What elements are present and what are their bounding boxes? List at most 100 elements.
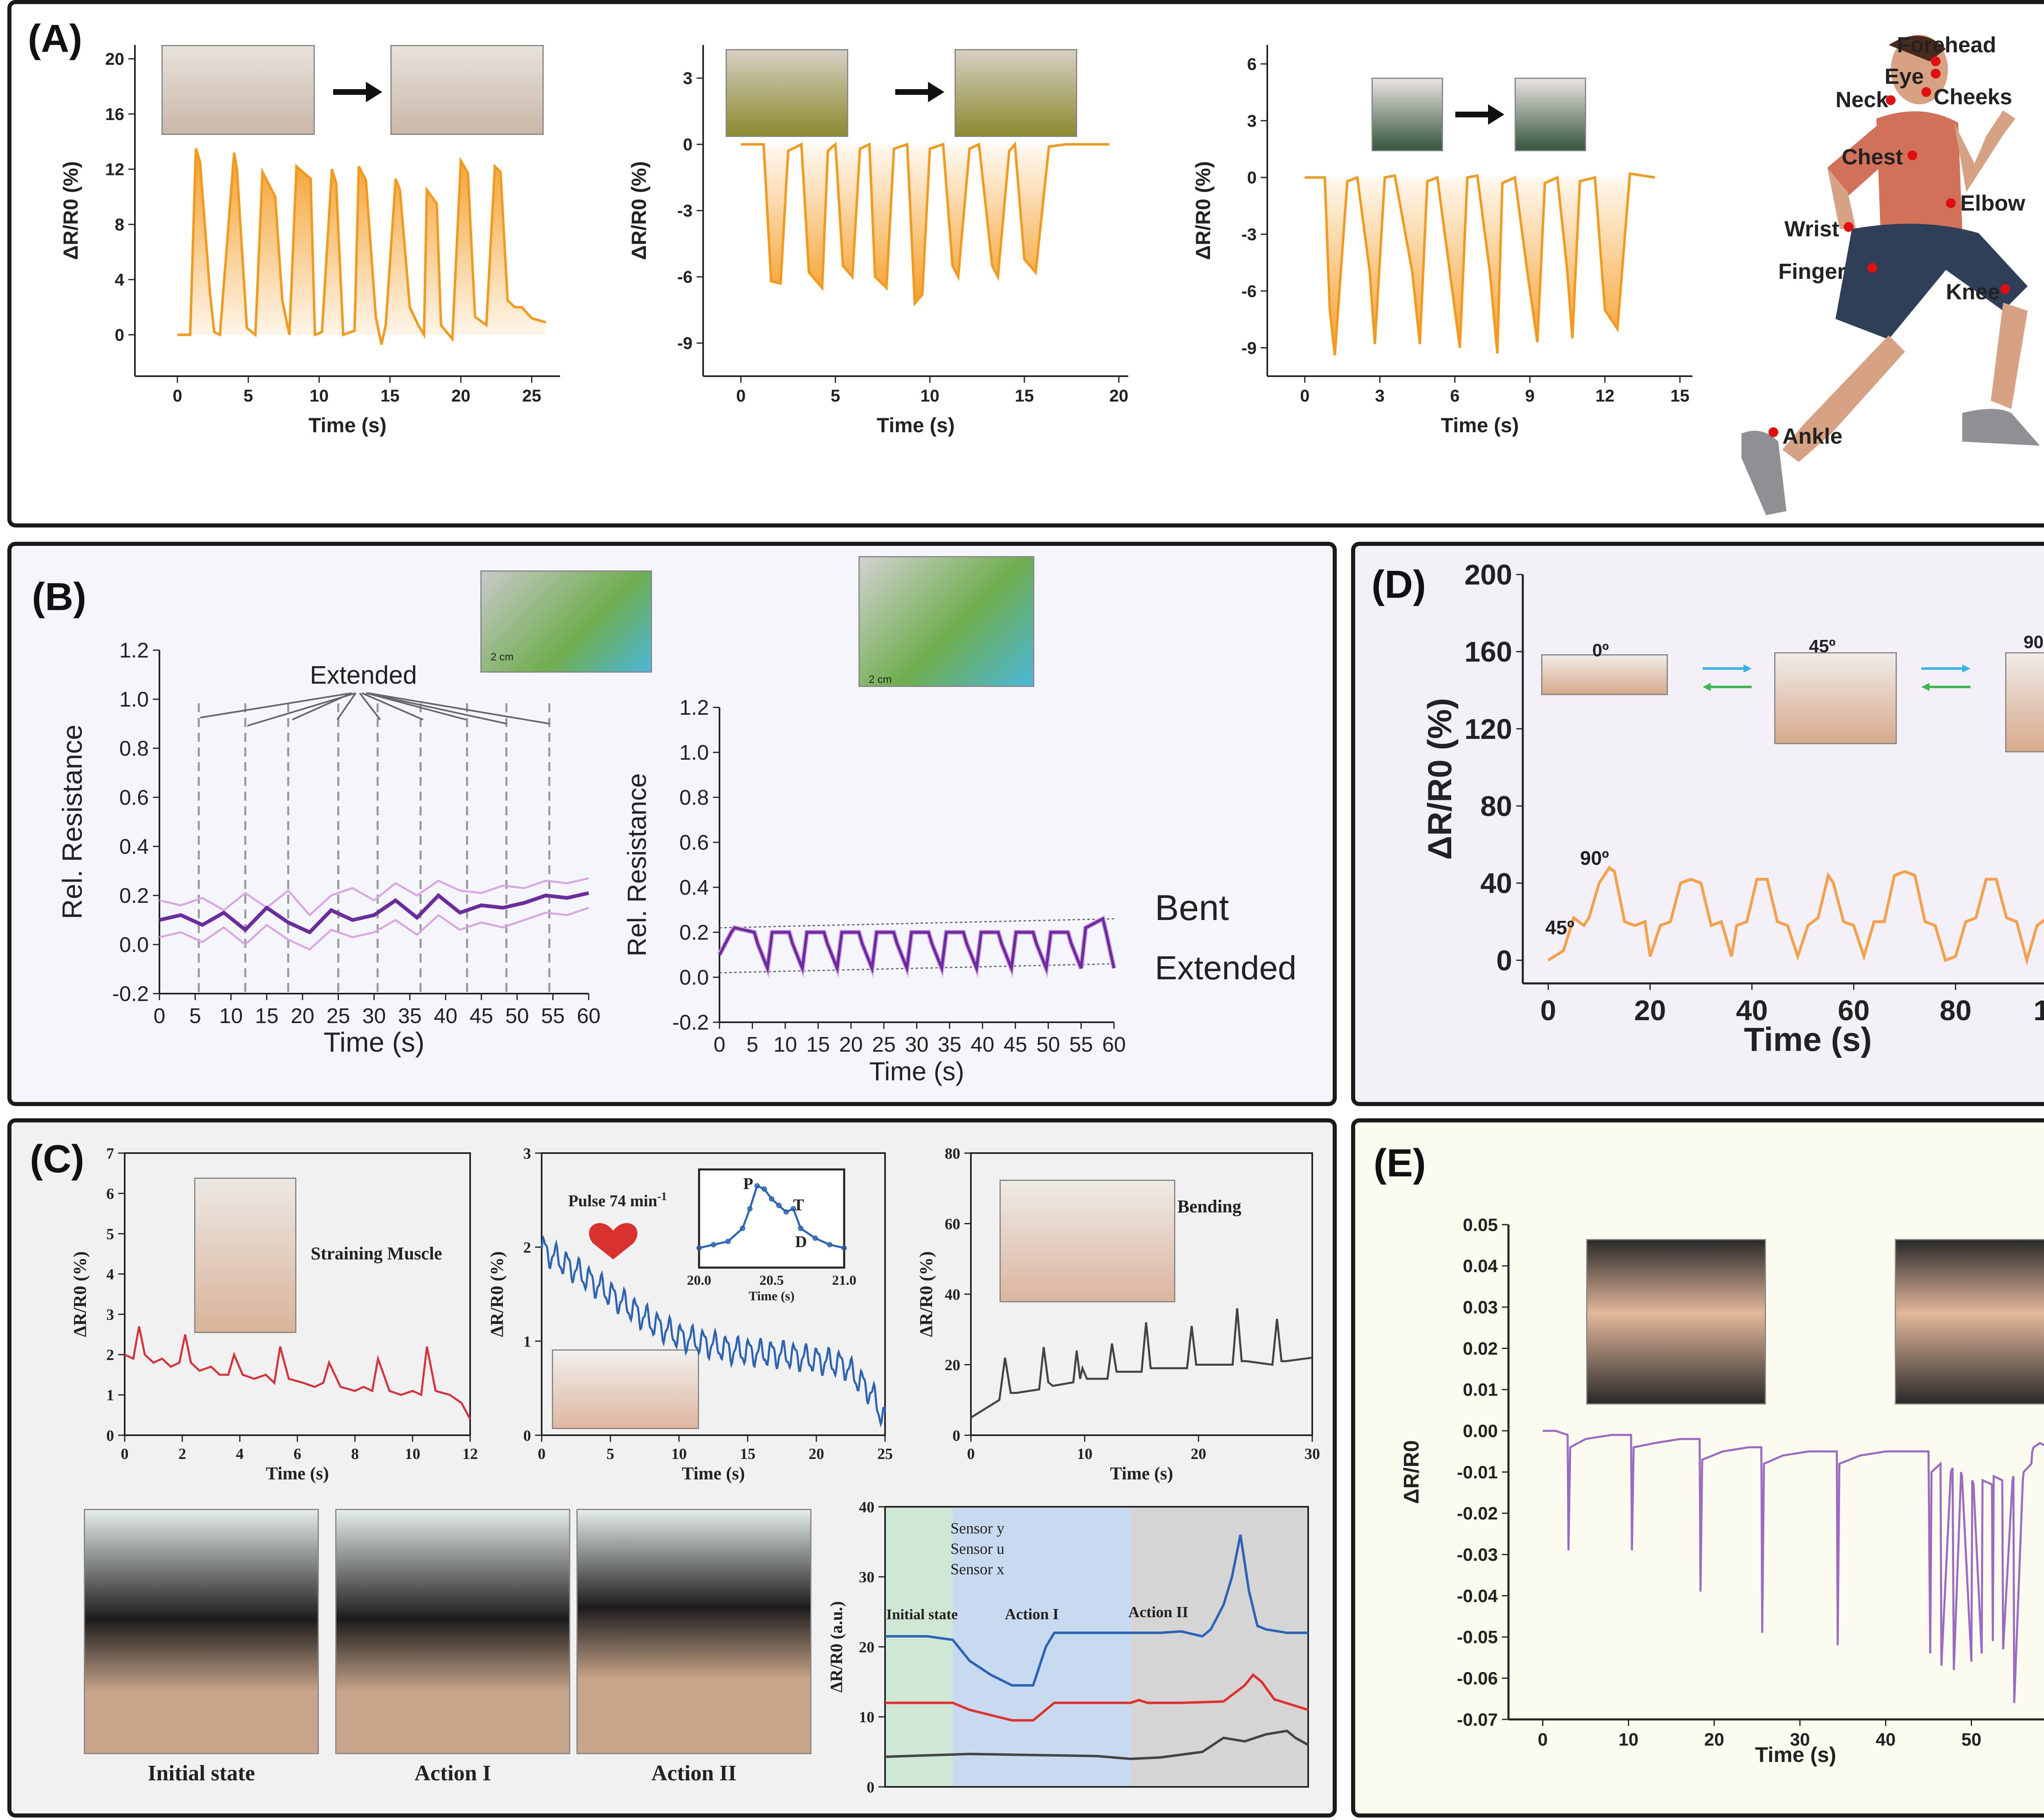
y-tick-label: 80 bbox=[945, 1145, 960, 1162]
y-tick-label: 20 bbox=[105, 49, 124, 68]
y-tick-label: 80 bbox=[1480, 790, 1512, 822]
caption-action-2: Action II bbox=[651, 1761, 737, 1785]
region-action2-label: Action II bbox=[1128, 1604, 1188, 1621]
y-tick-label: 2 bbox=[106, 1346, 114, 1364]
x-tick-label: 15 bbox=[806, 1033, 830, 1057]
y-tick-label: 4 bbox=[115, 270, 125, 289]
x-tick-label: 40 bbox=[1736, 994, 1768, 1026]
inset-x-tick-label: 20.5 bbox=[760, 1273, 784, 1288]
photo-wrist-bending bbox=[1000, 1180, 1175, 1302]
y-tick-label: 6 bbox=[106, 1185, 114, 1203]
y-tick-label: -0.03 bbox=[1457, 1545, 1498, 1565]
x-tick-label: 3 bbox=[1375, 386, 1385, 405]
region-1 bbox=[953, 1507, 1131, 1787]
runner-illustration bbox=[1741, 35, 2040, 515]
y-tick-label: 1 bbox=[106, 1387, 114, 1404]
chart-B2: 0 5 10 15 20 25 30 35 40 45 50 55 60 -0.2 0.0 0.2 0.4 0.6… bbox=[622, 696, 1126, 1086]
x-tick-label: 20 bbox=[839, 1033, 863, 1057]
y-axis-label: ΔR/R0 bbox=[1400, 1440, 1423, 1504]
x-tick-label: 2 bbox=[178, 1445, 186, 1463]
body-label-finger: Finger bbox=[1778, 259, 1846, 284]
x-tick-label: 9 bbox=[1525, 386, 1535, 405]
y-tick-label: 3 bbox=[683, 69, 693, 88]
inset-point bbox=[769, 1196, 774, 1202]
x-tick-label: 0 bbox=[173, 386, 182, 405]
series-line-0 bbox=[159, 907, 589, 951]
x-tick-label: 20 bbox=[451, 386, 471, 405]
x-tick-label: 10 bbox=[671, 1445, 687, 1463]
chart-C4: 0 10 20 30 40 ΔR/R0 (a.u.) Sensor y Sensor u Sen… bbox=[827, 1499, 1309, 1796]
x-tick-label: 15 bbox=[381, 386, 400, 405]
y-tick-label: -9 bbox=[1242, 338, 1257, 357]
y-tick-label: -9 bbox=[677, 334, 693, 353]
y-tick-label: 0.6 bbox=[119, 786, 149, 810]
x-tick-label: 10 bbox=[1077, 1445, 1092, 1463]
x-tick-label: 5 bbox=[607, 1445, 614, 1463]
inset-point bbox=[740, 1225, 745, 1231]
photo-paddle-initial bbox=[84, 1509, 319, 1754]
photo-wrist-90deg bbox=[2005, 652, 2044, 752]
x-tick-label: 35 bbox=[938, 1033, 961, 1057]
angle-45-label: 45º bbox=[1809, 636, 1836, 656]
y-tick-label: 0.01 bbox=[1463, 1380, 1498, 1400]
inset-x-axis-label: Time (s) bbox=[749, 1288, 794, 1303]
x-axis-label: Time (s) bbox=[324, 1027, 425, 1058]
photo-finger-straight bbox=[1586, 1239, 1766, 1405]
x-tick-label: 40 bbox=[970, 1033, 994, 1057]
inset-point bbox=[812, 1235, 818, 1241]
panel-label: (D) bbox=[1372, 563, 1426, 606]
y-tick-label: -0.04 bbox=[1457, 1586, 1498, 1606]
chart-A2: 0 5 10 15 20 3 0 -3 -6 -9 Time (s) ΔR/R0 (%) bbox=[628, 45, 1128, 437]
photo-face-front-before bbox=[726, 49, 848, 137]
y-tick-label: 0.2 bbox=[119, 884, 149, 908]
y-axis-label: ΔR/R0 (%) bbox=[1421, 698, 1459, 860]
body-point-finger bbox=[1867, 263, 1877, 273]
extended-leader-lines bbox=[200, 692, 550, 727]
y-tick-label: 0.03 bbox=[1463, 1297, 1498, 1317]
y-axis-label: Rel. Resistance bbox=[622, 773, 652, 956]
body-label-forehead: Forehead bbox=[1897, 33, 1996, 57]
inset-point bbox=[827, 1242, 832, 1248]
x-tick-label: 8 bbox=[351, 1445, 359, 1463]
x-tick-label: 40 bbox=[434, 1004, 457, 1028]
x-tick-label: 25 bbox=[872, 1033, 896, 1057]
chart-C3: 0 10 20 30 0 20 40 60 80 Time (s) ΔR/R0 (%) bbox=[916, 1145, 1320, 1483]
chart-A3: 0 3 6 9 12 15 6 3 0 -3 -6 -9 Time (s) ΔR/R0 (%) bbox=[1192, 45, 1692, 437]
x-tick-label: 30 bbox=[362, 1004, 386, 1028]
bent-label: Bent bbox=[1155, 887, 1229, 928]
legend-entry: Sensor x bbox=[950, 1561, 1004, 1578]
y-tick-label: 160 bbox=[1464, 636, 1512, 668]
x-tick-label: 10 bbox=[773, 1033, 797, 1057]
y-tick-label: 10 bbox=[859, 1709, 874, 1726]
inset-point bbox=[725, 1239, 731, 1244]
y-tick-label: 0.4 bbox=[119, 835, 149, 859]
inset-point bbox=[798, 1225, 803, 1231]
heart-icon bbox=[589, 1223, 638, 1259]
plot-frame bbox=[541, 1152, 886, 1436]
x-tick-label: 12 bbox=[1596, 386, 1615, 405]
pulse-label: Pulse 74 min-1 bbox=[568, 1190, 667, 1210]
y-tick-label: 12 bbox=[105, 159, 124, 179]
photo-paddle-action2 bbox=[576, 1509, 811, 1754]
body-point-chest bbox=[1907, 150, 1917, 160]
y-tick-label: -6 bbox=[677, 267, 693, 287]
x-tick-label: 55 bbox=[1069, 1033, 1093, 1057]
y-tick-label: 5 bbox=[106, 1225, 114, 1243]
x-tick-label: 20 bbox=[1634, 994, 1666, 1026]
series-line bbox=[718, 916, 1116, 974]
x-tick-label: 0 bbox=[736, 386, 746, 405]
y-axis-label: ΔR/R0 (%) bbox=[59, 161, 82, 260]
y-tick-label: 0 bbox=[523, 1427, 531, 1444]
y-tick-label: 0.2 bbox=[679, 921, 709, 945]
x-tick-label: 55 bbox=[541, 1004, 565, 1028]
y-tick-label: 0.04 bbox=[1463, 1256, 1498, 1276]
y-axis-label: ΔR/R0 (%) bbox=[916, 1251, 936, 1337]
angle-90-label: 90º bbox=[2024, 632, 2044, 652]
y-tick-label: -0.05 bbox=[1457, 1627, 1498, 1647]
x-tick-label: 10 bbox=[219, 1004, 243, 1028]
x-tick-label: 30 bbox=[905, 1033, 929, 1057]
body-label-cheeks: Cheeks bbox=[1934, 85, 2012, 109]
x-tick-label: 10 bbox=[1618, 1730, 1638, 1750]
x-tick-label: 50 bbox=[1961, 1730, 1981, 1750]
caption-action-1: Action I bbox=[414, 1761, 491, 1785]
